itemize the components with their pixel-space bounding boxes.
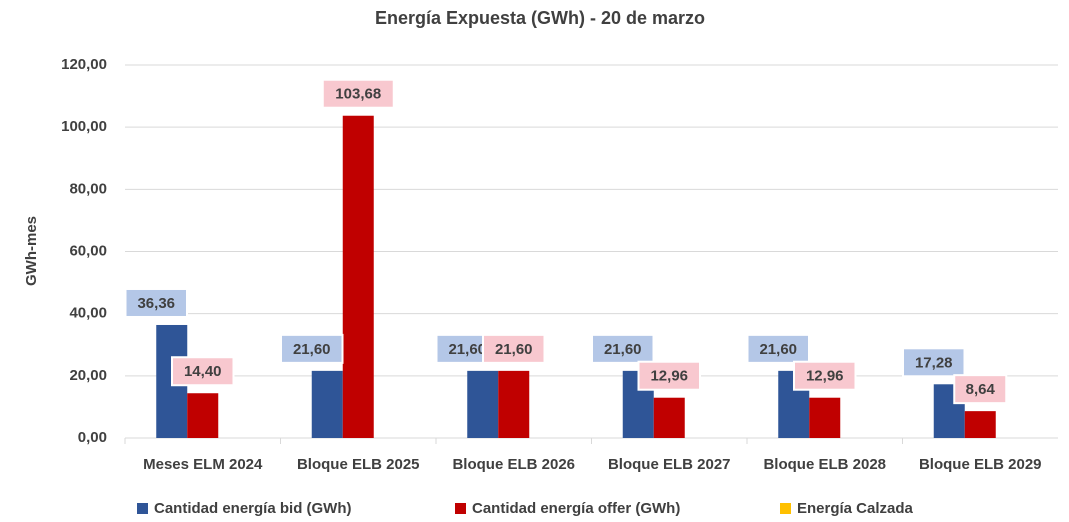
legend-label: Energía Calzada xyxy=(797,500,914,517)
legend-swatch xyxy=(780,503,791,514)
value-label: 21,60 xyxy=(495,341,533,358)
value-label: 17,28 xyxy=(915,354,953,371)
legend-swatch xyxy=(137,503,148,514)
bar xyxy=(809,397,841,438)
x-tick-label: Meses ELM 2024 xyxy=(143,456,263,473)
value-label: 8,64 xyxy=(966,381,996,398)
bar xyxy=(498,370,530,438)
y-tick-label: 0,00 xyxy=(78,429,107,446)
bar xyxy=(653,397,685,438)
value-label: 14,40 xyxy=(184,363,222,380)
value-label: 21,60 xyxy=(759,341,797,358)
bar xyxy=(187,393,219,438)
chart-title: Energía Expuesta (GWh) - 20 de marzo xyxy=(375,8,705,28)
y-tick-label: 40,00 xyxy=(69,305,107,322)
value-label-box xyxy=(482,333,546,364)
value-label: 36,36 xyxy=(137,295,175,312)
value-label-box xyxy=(124,287,188,318)
value-label: 21,60 xyxy=(604,341,642,358)
bar xyxy=(467,370,499,438)
value-label-box xyxy=(746,333,810,364)
y-tick-label: 20,00 xyxy=(69,367,107,384)
value-label: 21,60 xyxy=(448,341,486,358)
x-tick-label: Bloque ELB 2025 xyxy=(297,456,420,473)
bar xyxy=(311,370,343,438)
value-label-box xyxy=(280,333,344,364)
value-label: 103,68 xyxy=(335,86,381,103)
value-label: 21,60 xyxy=(293,341,331,358)
x-tick-label: Bloque ELB 2028 xyxy=(763,456,886,473)
value-label-box xyxy=(637,360,701,391)
bar xyxy=(964,411,996,438)
legend-label: Cantidad energía bid (GWh) xyxy=(154,500,352,517)
value-label-box xyxy=(591,333,655,364)
y-tick-label: 80,00 xyxy=(69,180,107,197)
y-tick-label: 120,00 xyxy=(61,56,107,73)
x-tick-label: Bloque ELB 2029 xyxy=(919,456,1042,473)
value-label: 12,96 xyxy=(806,368,844,385)
value-label-box xyxy=(902,347,966,378)
value-label-box xyxy=(171,356,235,387)
value-label-box xyxy=(793,360,857,391)
y-tick-label: 100,00 xyxy=(61,118,107,135)
bar xyxy=(342,115,374,438)
value-label: 12,96 xyxy=(650,368,688,385)
value-label-box xyxy=(953,374,1008,405)
x-tick-label: Bloque ELB 2027 xyxy=(608,456,731,473)
x-tick-label: Bloque ELB 2026 xyxy=(452,456,575,473)
value-label-box xyxy=(321,78,395,109)
legend-swatch xyxy=(455,503,466,514)
y-axis-label: GWh-mes xyxy=(23,216,40,286)
y-tick-label: 60,00 xyxy=(69,242,107,259)
legend-label: Cantidad energía offer (GWh) xyxy=(472,500,680,517)
